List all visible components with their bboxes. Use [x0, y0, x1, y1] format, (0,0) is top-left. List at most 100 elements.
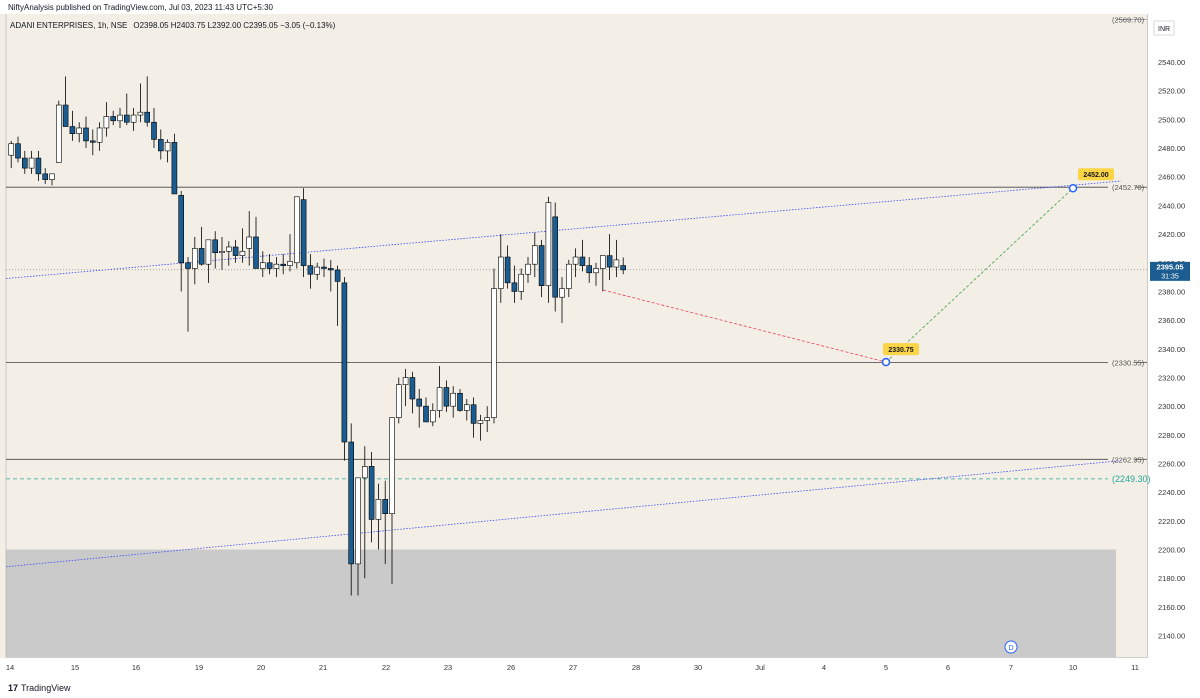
candle-body-22	[158, 139, 164, 152]
candle-body-1	[15, 143, 21, 159]
last-price-badge	[1150, 261, 1190, 281]
candle-body-38	[266, 262, 273, 269]
time-axis-background	[0, 658, 1200, 678]
candle-body-8	[62, 104, 69, 127]
publisher-text: NiftyAnalysis published on TradingView.c…	[8, 3, 273, 12]
candle-body-68	[470, 404, 477, 424]
candle-body-62	[429, 410, 436, 423]
candle-body-25	[178, 195, 184, 264]
y-tick-17: 2480.00	[1158, 144, 1185, 153]
candle-body-34	[239, 250, 246, 256]
level-label-1: (2330.55)	[1112, 358, 1145, 367]
y-tick-9: 2320.00	[1158, 373, 1185, 382]
level-label-2: (2262.95)	[1112, 455, 1145, 464]
candle-body-78	[538, 245, 545, 287]
candle-body-16	[117, 114, 123, 122]
candle-body-63	[436, 387, 443, 411]
candle-body-59	[409, 377, 416, 400]
x-tick-14: 5	[884, 663, 888, 672]
candle-body-90	[620, 265, 627, 271]
candle-body-87	[599, 255, 606, 269]
candle-body-5	[42, 173, 49, 180]
candle-body-71	[491, 288, 497, 418]
axes-layer: 2140.00 2160.00 2180.00 2200.00 2220.00 2240.…	[6, 58, 1190, 672]
candle-body-28	[198, 248, 205, 265]
x-tick-9: 27	[569, 663, 577, 672]
candle-body-46	[321, 266, 327, 269]
candle-body-33	[232, 246, 239, 256]
candle-body-0	[8, 143, 14, 156]
candle-body-10	[76, 127, 82, 134]
target1-label: 2330.75	[888, 347, 913, 354]
candle-body-53	[368, 466, 375, 520]
target1-handle[interactable]	[881, 357, 891, 367]
x-tick-10: 28	[632, 663, 640, 672]
y-tick-11: 2360.00	[1158, 316, 1185, 325]
candle-body-13	[96, 127, 103, 143]
candle-body-55	[382, 499, 389, 515]
candle-body-32	[226, 246, 232, 252]
y-tick-2: 2180.00	[1158, 574, 1185, 583]
candle-body-11	[83, 127, 89, 142]
candle-body-86	[593, 268, 599, 274]
y-tick-6: 2260.00	[1158, 460, 1185, 469]
y-tick-20: 2540.00	[1158, 58, 1185, 67]
x-tick-3: 19	[195, 663, 203, 672]
dividend-marker-label: D	[1008, 645, 1013, 652]
candle-body-88	[606, 255, 613, 268]
candle-body-61	[423, 405, 429, 423]
candle-body-42	[293, 196, 300, 264]
x-tick-0: 14	[6, 663, 14, 672]
candle-body-44	[307, 265, 314, 275]
footer: 17 TradingView	[0, 678, 1200, 698]
candle-body-47	[327, 268, 334, 271]
candle-body-43	[300, 199, 307, 266]
y-tick-18: 2500.00	[1158, 115, 1185, 124]
target2-handle[interactable]	[1068, 183, 1078, 193]
candle-body-3	[28, 157, 35, 169]
candle-body-24	[171, 142, 178, 195]
candle-body-23	[164, 142, 171, 152]
candle-body-29	[205, 239, 212, 265]
candle-body-31	[219, 250, 225, 254]
candle-body-37	[259, 262, 266, 269]
candle-body-50	[348, 441, 355, 565]
candle-body-75	[518, 273, 525, 292]
x-tick-18: 11	[1131, 663, 1139, 672]
price-axis-background	[1148, 14, 1200, 658]
y-tick-7: 2280.00	[1158, 431, 1185, 440]
x-tick-7: 23	[444, 663, 452, 672]
y-tick-5: 2240.00	[1158, 488, 1185, 497]
dividend-marker-icon[interactable]	[1004, 640, 1018, 654]
tradingview-logo: 17 TradingView	[8, 683, 71, 693]
candle-body-12	[90, 140, 96, 143]
y-tick-1: 2160.00	[1158, 603, 1185, 612]
projection-layer: 2330.75 2452.00	[603, 168, 1114, 367]
price-chart[interactable]: ADANI ENTERPRISES, 1h, NSE O2398.05 H2403…	[0, 14, 1200, 678]
candle-body-27	[192, 248, 198, 269]
x-tick-4: 20	[257, 663, 265, 672]
candle-body-20	[144, 111, 150, 123]
x-tick-1: 15	[71, 663, 79, 672]
x-tick-16: 7	[1009, 663, 1013, 672]
candle-body-79	[545, 202, 552, 287]
candle-body-45	[314, 266, 321, 275]
candle-body-48	[334, 269, 341, 282]
y-tick-19: 2520.00	[1158, 87, 1185, 96]
projection-down-path	[603, 289, 887, 363]
candle-body-64	[443, 387, 450, 407]
y-tick-12: 2380.00	[1158, 287, 1185, 296]
candle-body-6	[49, 173, 55, 180]
currency-label: INR	[1158, 26, 1170, 33]
candle-body-35	[246, 236, 252, 249]
tv-logo-text: TradingView	[21, 683, 71, 693]
target2-label: 2452.00	[1083, 172, 1108, 179]
candle-body-80	[552, 216, 559, 298]
candle-body-65	[450, 392, 457, 407]
trendlines-layer	[5, 180, 1122, 568]
currency-box[interactable]	[1153, 20, 1175, 36]
x-tick-11: 30	[694, 663, 702, 672]
candles-layer	[8, 76, 627, 596]
last-price-countdown: 31:35	[1161, 273, 1179, 280]
candle-body-69	[477, 420, 484, 424]
